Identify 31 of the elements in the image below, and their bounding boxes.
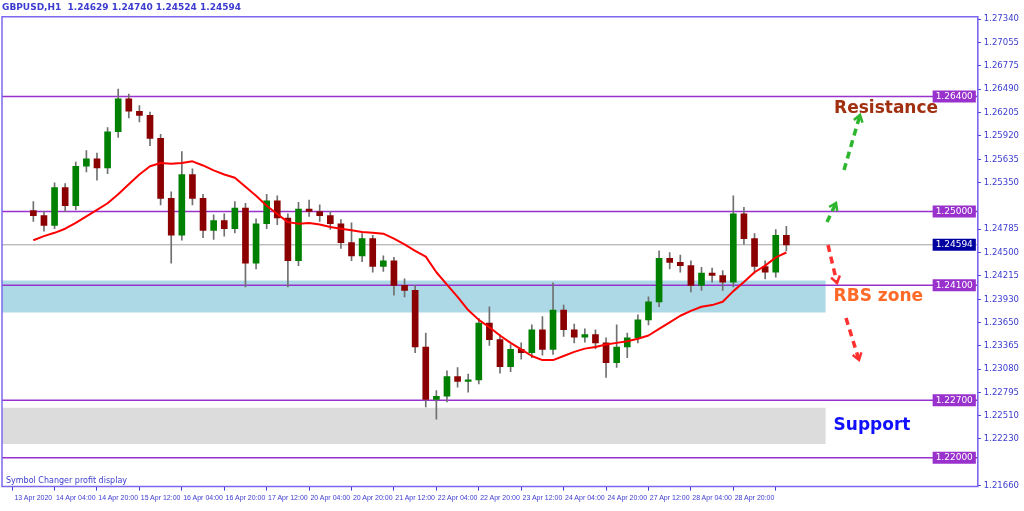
ref-line-label: 1.24100 bbox=[935, 279, 974, 290]
ref-line-label: 1.25000 bbox=[935, 205, 974, 216]
ref-line-label: 1.22700 bbox=[935, 394, 974, 405]
y-tick-label: 1.26205 bbox=[983, 106, 1020, 117]
y-tick-label: 1.24785 bbox=[983, 223, 1020, 234]
band-label: Support bbox=[833, 414, 911, 435]
y-tick-label: 1.24215 bbox=[983, 270, 1020, 281]
y-tick-label: 1.26775 bbox=[983, 59, 1020, 70]
y-tick-label: 1.27340 bbox=[983, 13, 1020, 24]
ref-line-label: 1.26400 bbox=[935, 90, 974, 101]
ref-line-label: 1.22000 bbox=[935, 452, 974, 463]
y-tick-label: 1.26490 bbox=[983, 83, 1020, 94]
y-tick-label: 1.23650 bbox=[983, 316, 1020, 327]
y-tick-label: 1.23365 bbox=[983, 339, 1020, 350]
annotation: Symbol Changer profit display bbox=[6, 475, 128, 485]
chart-title: GBPUSD,H1 1.24629 1.24740 1.24524 1.24594 bbox=[2, 1, 241, 12]
candlestick bbox=[464, 373, 472, 393]
y-tick-label: 1.22795 bbox=[983, 386, 1020, 397]
y-tick-label: 1.27055 bbox=[983, 36, 1020, 47]
candlestick bbox=[676, 254, 684, 273]
y-tick-label: 1.24500 bbox=[983, 246, 1020, 257]
y-tick-label: 1.22230 bbox=[983, 433, 1020, 444]
band-label: RBS zone bbox=[833, 284, 924, 305]
y-tick-label: 1.25920 bbox=[983, 130, 1020, 141]
y-tick-label: 1.23080 bbox=[983, 363, 1020, 374]
y-tick-label: 1.22510 bbox=[983, 410, 1020, 421]
y-tick-label: 1.25635 bbox=[983, 153, 1020, 164]
y-tick-label: 1.23930 bbox=[983, 293, 1020, 304]
y-tick-label: 1.21660 bbox=[983, 479, 1020, 490]
y-tick-label: 1.25350 bbox=[983, 176, 1020, 187]
ref-line-label: 1.24594 bbox=[935, 239, 974, 250]
